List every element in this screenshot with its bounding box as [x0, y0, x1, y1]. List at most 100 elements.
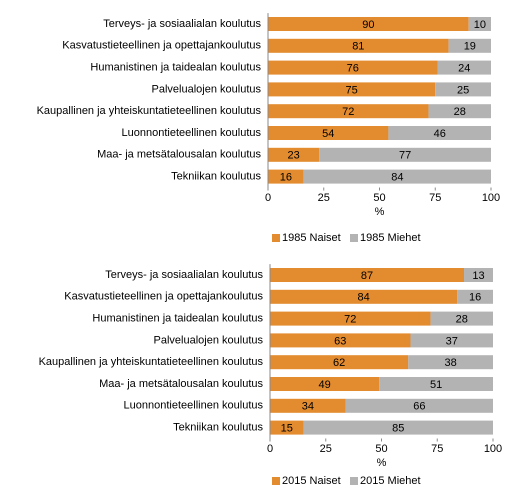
y-tick-label: Luonnontieteellinen koulutus [124, 400, 264, 412]
data-label: 13 [472, 270, 484, 282]
bar-segment [270, 398, 346, 413]
data-label: 72 [342, 106, 354, 118]
data-label: 34 [302, 401, 314, 413]
data-label: 16 [469, 292, 481, 304]
y-tick-label: Humanistinen ja taidealan koulutus [92, 313, 263, 325]
x-tick-label: 25 [320, 443, 332, 455]
legend-swatch [350, 477, 358, 485]
data-label: 25 [457, 84, 469, 96]
bar-segment [468, 17, 491, 31]
bar-segment [448, 38, 491, 53]
bar-segment [319, 147, 491, 162]
y-tick-label: Humanistinen ja taidealan koulutus [90, 62, 261, 74]
y-tick-label: Kaupallinen ja yhteiskuntatieteellinen k… [39, 356, 264, 368]
legend-swatch [272, 234, 280, 242]
bar-segment [303, 169, 491, 184]
bar-segment [408, 355, 493, 370]
data-label: 62 [333, 357, 345, 369]
data-label: 63 [334, 335, 346, 347]
data-label: 23 [288, 150, 300, 162]
y-tick-label: Tekniikan koulutus [173, 422, 263, 434]
y-tick-label: Kasvatustieteellinen ja opettajankoulutu… [64, 291, 263, 303]
data-label: 37 [446, 335, 458, 347]
bar-segment [388, 126, 491, 140]
y-tick-label: Maa- ja metsätalousalan koulutus [97, 149, 261, 161]
bar-segment [268, 17, 469, 31]
bar-segment [464, 268, 493, 282]
legend-label: 1985 Miehet [360, 232, 421, 244]
legend-swatch [272, 477, 280, 485]
legend-label: 2015 Miehet [360, 475, 421, 487]
bar-segment [270, 268, 465, 282]
data-label: 49 [319, 379, 331, 391]
x-axis-title: % [375, 206, 385, 218]
data-label: 19 [464, 41, 476, 53]
legend-swatch [350, 234, 358, 242]
data-label: 77 [399, 150, 411, 162]
y-tick-label: Maa- ja metsätalousalan koulutus [99, 378, 263, 390]
data-label: 16 [280, 172, 292, 184]
x-tick-label: 25 [318, 192, 330, 204]
y-tick-label: Palvelualojen koulutus [152, 83, 262, 95]
x-tick-label: 50 [373, 192, 385, 204]
bar-segment [379, 377, 493, 391]
data-label: 76 [347, 63, 359, 75]
data-label: 54 [322, 128, 334, 140]
x-tick-label: 75 [431, 443, 443, 455]
x-tick-label: 50 [375, 443, 387, 455]
bar-segment [268, 126, 389, 140]
y-tick-label: Palvelualojen koulutus [154, 334, 264, 346]
bar-segment [430, 311, 493, 326]
data-label: 28 [456, 314, 468, 326]
x-axis-title: % [377, 457, 387, 469]
y-tick-label: Kaupallinen ja yhteiskuntatieteellinen k… [37, 105, 262, 117]
bar-segment [268, 60, 438, 75]
legend-label: 2015 Naiset [282, 475, 341, 487]
data-label: 87 [361, 270, 373, 282]
data-label: 72 [344, 314, 356, 326]
data-label: 24 [458, 63, 470, 75]
bar-segment [270, 377, 380, 391]
bar-segment [268, 82, 436, 97]
bar-segment [303, 420, 493, 435]
data-label: 84 [358, 292, 370, 304]
bar-segment [428, 104, 491, 119]
bar-segment [268, 38, 449, 53]
bar-segment [457, 289, 493, 304]
bar-segment [410, 333, 493, 348]
bar-segment [345, 398, 493, 413]
data-label: 66 [413, 401, 425, 413]
data-label: 84 [391, 172, 403, 184]
data-label: 15 [281, 423, 293, 435]
x-tick-label: 75 [429, 192, 441, 204]
data-label: 85 [392, 423, 404, 435]
x-tick-label: 0 [267, 443, 273, 455]
bar-segment [270, 311, 431, 326]
bar-segment [270, 420, 304, 435]
y-tick-label: Kasvatustieteellinen ja opettajankoulutu… [62, 40, 261, 52]
data-label: 90 [362, 19, 374, 31]
x-tick-label: 0 [265, 192, 271, 204]
y-tick-label: Tekniikan koulutus [171, 171, 261, 183]
bar-segment [270, 289, 458, 304]
y-tick-label: Terveys- ja sosiaalialan koulutus [103, 18, 261, 30]
x-tick-label: 100 [482, 192, 500, 204]
y-tick-label: Terveys- ja sosiaalialan koulutus [105, 269, 263, 281]
data-label: 75 [346, 84, 358, 96]
legend-label: 1985 Naiset [282, 232, 341, 244]
bar-segment [435, 82, 491, 97]
x-tick-label: 100 [484, 443, 502, 455]
bar-segment [437, 60, 491, 75]
data-label: 46 [434, 128, 446, 140]
data-label: 38 [445, 357, 457, 369]
bar-segment [270, 333, 411, 348]
bar-segment [270, 355, 409, 370]
data-label: 10 [474, 19, 486, 31]
data-label: 81 [352, 41, 364, 53]
y-tick-label: Luonnontieteellinen koulutus [122, 127, 262, 139]
bar-segment [268, 147, 320, 162]
bar-segment [268, 169, 304, 184]
bar-segment [268, 104, 429, 119]
data-label: 51 [430, 379, 442, 391]
